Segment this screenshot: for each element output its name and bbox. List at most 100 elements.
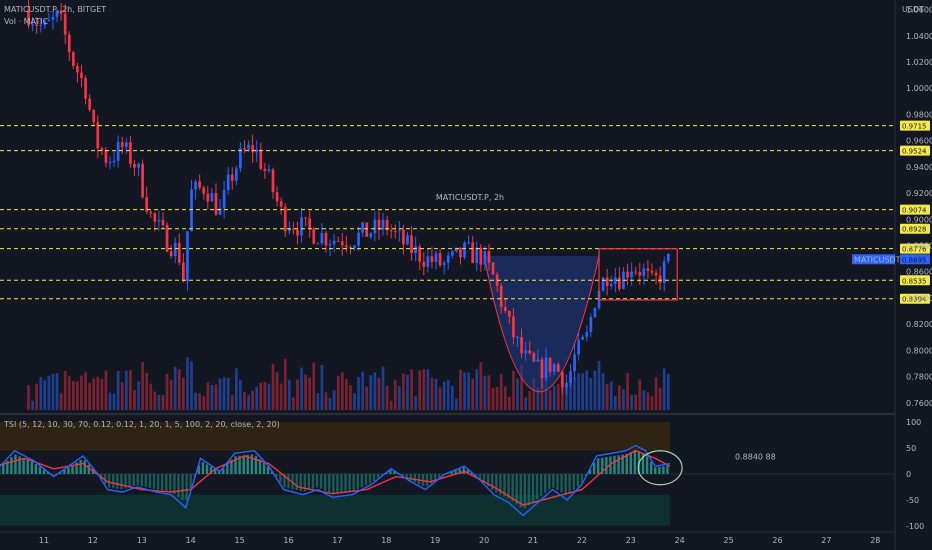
tsi-oversold-zone [0, 494, 670, 526]
symbol-line[interactable]: MATICUSDT.P, 2h, BITGET [4, 5, 106, 14]
candle-body [259, 149, 263, 169]
candle-body [316, 243, 320, 245]
volume-bar [512, 370, 515, 410]
tsi-histogram-bar [568, 474, 571, 494]
volume-bar [190, 361, 193, 410]
volume-bar [255, 386, 259, 410]
candle-body [267, 169, 271, 171]
price-tick-label: 1.0400 [906, 32, 932, 41]
candle-body [137, 163, 140, 168]
tsi-histogram-bar [372, 474, 376, 482]
volume-bar [218, 378, 222, 410]
time-tick-label: 27 [821, 536, 831, 545]
volume-text: Vol · MATIC [4, 17, 49, 26]
candle-body [438, 253, 442, 266]
volume-bar [471, 378, 475, 410]
candle-body [630, 271, 633, 278]
volume-bar [202, 396, 206, 410]
tsi-histogram-bar [213, 469, 217, 474]
volume-bar [72, 381, 75, 410]
volume-line[interactable]: Vol · MATIC [4, 17, 48, 26]
tsi-histogram-bar [592, 462, 596, 474]
tsi-histogram-bar [466, 469, 469, 474]
candle-body [377, 219, 381, 230]
volume-bar [508, 396, 511, 410]
tsi-text: TSI (5, 12, 10, 30, 70, 0.12, 0.12, 1, 2… [4, 420, 280, 429]
volume-bar [320, 365, 324, 410]
volume-bar [67, 376, 71, 410]
candle-body [434, 253, 438, 263]
level-label-bg [900, 243, 930, 254]
candle-body [593, 307, 597, 318]
tsi-histogram-bar [79, 460, 82, 474]
tsi-histogram-bar [389, 470, 392, 474]
tsi-histogram-bar [116, 474, 119, 489]
tsi-histogram-bar [507, 474, 510, 499]
candle-body [475, 247, 479, 263]
candle-body [340, 241, 344, 246]
candle-body [508, 310, 511, 317]
candle-body [67, 34, 71, 53]
tsi-highlight-ellipse [637, 450, 683, 486]
candle-body [230, 174, 234, 181]
candle-body [528, 350, 532, 354]
tsi-histogram-bar [344, 474, 347, 493]
time-tick-label: 18 [381, 536, 391, 545]
cup-pattern [483, 255, 600, 392]
tsi-histogram-bar [539, 474, 543, 496]
volume-bar [605, 384, 609, 410]
tsi-histogram-bar [654, 467, 657, 474]
tsi-histogram-bar [658, 466, 661, 474]
price-tick-label: 0.8200 [906, 320, 932, 329]
candle-body [561, 371, 564, 388]
volume-bar [377, 377, 381, 410]
tsi-histogram-bar [605, 457, 608, 474]
time-tick-label: 24 [675, 536, 685, 545]
candle-body [210, 193, 214, 202]
time-tick-label: 23 [626, 536, 636, 545]
candle-body [145, 197, 149, 212]
candle-body [251, 144, 254, 153]
tsi-histogram-bar [588, 469, 592, 474]
level-label: 0.9524 [902, 148, 927, 156]
tsi-line[interactable]: TSI (5, 12, 10, 30, 70, 0.12, 0.12, 1, 2… [4, 420, 280, 429]
tsi-histogram-bar [103, 474, 107, 484]
candle-body [133, 163, 136, 168]
volume-bar [467, 372, 470, 410]
volume-bar [51, 373, 55, 410]
candle-body [336, 240, 340, 242]
candle-body [577, 339, 580, 355]
tsi-histogram-bar [535, 474, 539, 499]
tsi-histogram-bar [59, 472, 62, 474]
volume-bar [194, 392, 197, 410]
volume-bar [206, 382, 210, 410]
annotations: MATICUSDT.P0.8695 [598, 248, 930, 301]
candle-body [463, 242, 466, 258]
time-tick-label: 26 [772, 536, 782, 545]
volume-bar [100, 379, 104, 410]
price-tick-label: 1.0600 [906, 6, 932, 15]
candle-body [548, 357, 552, 372]
volume-bar [442, 381, 446, 410]
candle-body [467, 242, 470, 244]
candle-body [165, 224, 169, 252]
tsi-histogram-bar [136, 474, 139, 486]
candle-body [585, 331, 589, 337]
candle-body [589, 317, 593, 332]
tsi-histogram-bar [75, 462, 78, 474]
volume-bar [589, 377, 593, 410]
tsi-histogram-bar [597, 458, 600, 474]
volume-bar [398, 385, 401, 410]
candle-body [47, 19, 51, 22]
tsi-histogram-bar [83, 460, 86, 474]
horizontal-levels: 0.9715 0.9524 0.9074 0.8928 0.8776 0.8535 0.83… [0, 120, 930, 304]
volume-bar [475, 369, 479, 410]
time-tick-label: 13 [137, 536, 147, 545]
volume-bar [259, 382, 263, 410]
volume-bar [597, 360, 601, 410]
tsi-histogram-bar [523, 474, 527, 509]
volume-bar [479, 362, 483, 410]
tsi-histogram-bar [238, 455, 241, 474]
volume-bar [275, 372, 279, 410]
